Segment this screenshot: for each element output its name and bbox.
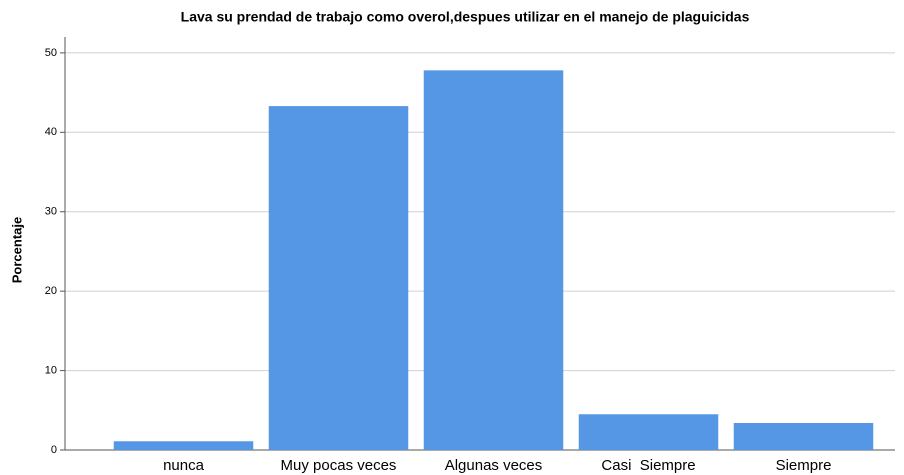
bar bbox=[268, 106, 409, 450]
bar bbox=[423, 70, 564, 450]
x-tick-label: Siempre bbox=[776, 457, 832, 474]
y-tick-label: 10 bbox=[45, 364, 57, 376]
x-tick-label: Muy pocas veces bbox=[281, 457, 397, 474]
y-tick-label: 50 bbox=[45, 47, 57, 59]
y-tick-label: 0 bbox=[51, 444, 57, 456]
chart-title: Lava su prendad de trabajo como overol,d… bbox=[181, 9, 750, 25]
y-axis-label: Porcentaje bbox=[9, 217, 24, 283]
y-tick-label: 40 bbox=[45, 126, 57, 138]
x-tick-label: Algunas veces bbox=[445, 457, 543, 474]
y-tick-label: 30 bbox=[45, 206, 57, 218]
y-tick-label: 20 bbox=[45, 285, 57, 297]
bar bbox=[113, 441, 254, 450]
bar bbox=[578, 414, 719, 450]
x-tick-label: Casi Siempre bbox=[601, 457, 695, 474]
bar bbox=[733, 422, 874, 450]
x-tick-label: nunca bbox=[163, 457, 205, 474]
